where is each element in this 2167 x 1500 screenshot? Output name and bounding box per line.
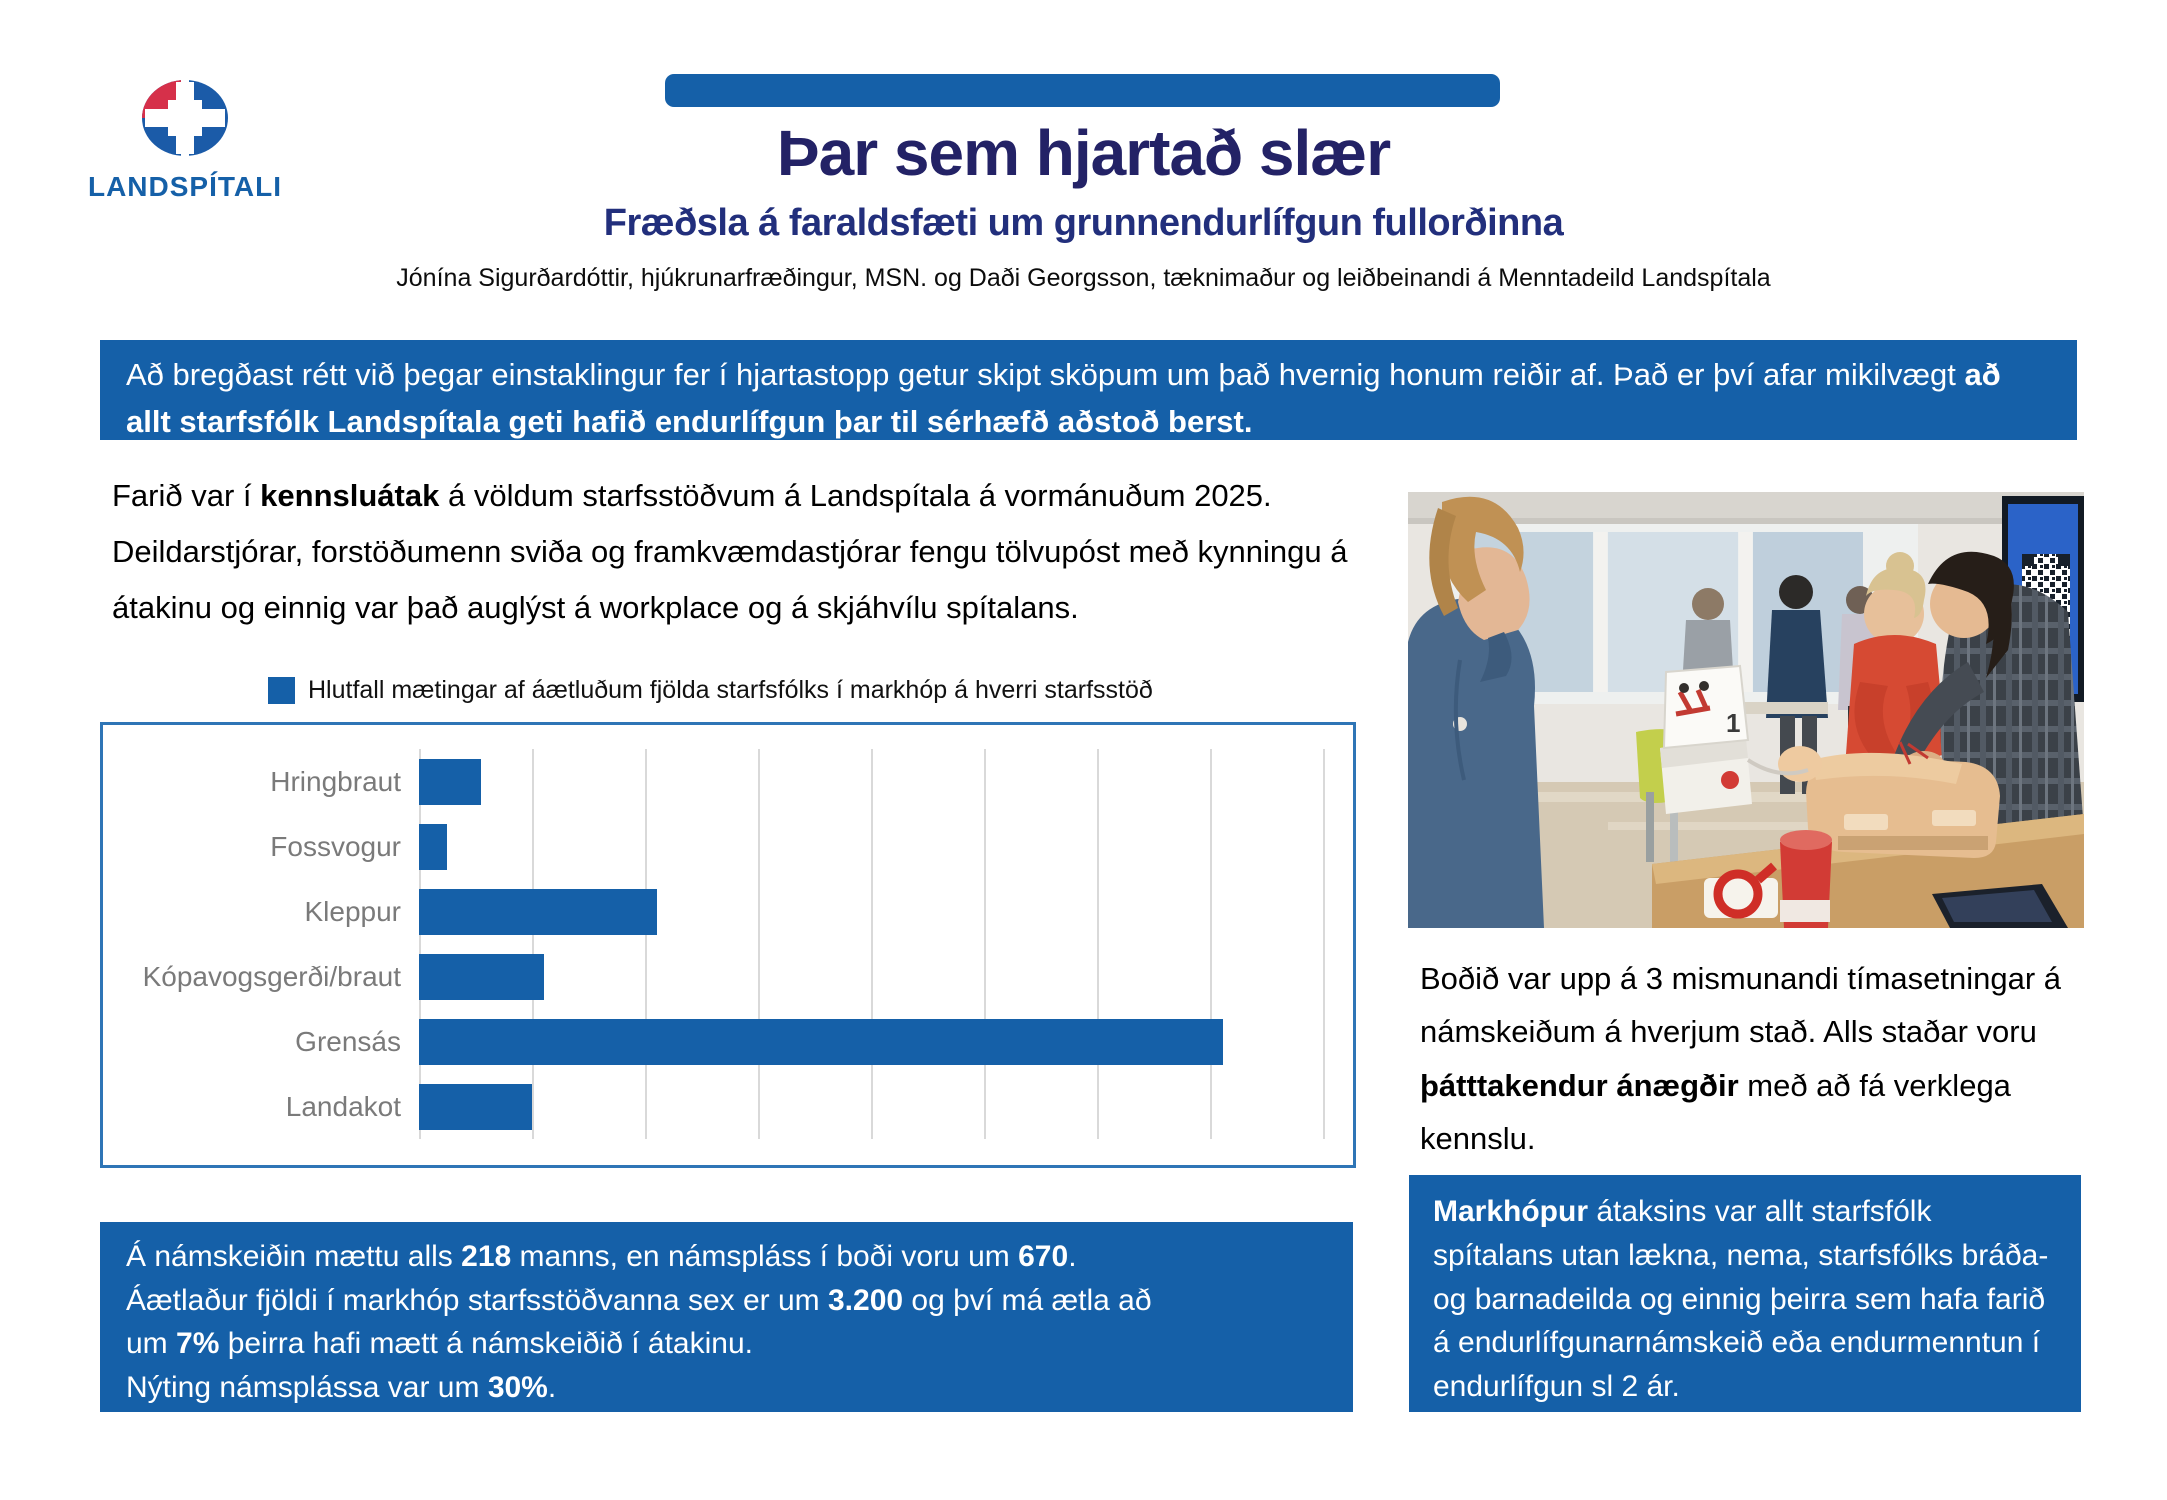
observer-blue-scrubs <box>1408 496 1544 928</box>
stats-line: Nýting námsplássa var um 30%. <box>126 1366 1327 1410</box>
bar <box>419 823 448 870</box>
bold-text: kennsluátak <box>260 478 440 513</box>
category-label: Landakot <box>285 1090 401 1122</box>
legend-swatch-icon <box>268 677 295 704</box>
bar-row <box>419 1074 1325 1139</box>
schedule-note: Boðið var upp á 3 mismunandi tímasetning… <box>1420 952 2078 1165</box>
text: Á námskeiðin mættu alls <box>126 1240 462 1273</box>
text: . <box>1068 1240 1077 1273</box>
category-label: Kópavogsgerði/braut <box>142 960 401 992</box>
cpr-training-illustration: 1 <box>1408 492 2084 928</box>
chart-plot <box>419 749 1325 1139</box>
training-photo: 1 <box>1408 492 2084 928</box>
bold-text: þátttakendur ánægðir <box>1420 1067 1739 1103</box>
bar-row <box>419 879 1325 944</box>
bar <box>419 953 544 1000</box>
bar <box>419 1083 533 1130</box>
text: Boðið var upp á 3 mismunandi tímasetning… <box>1420 961 2062 1050</box>
attendance-stats-box: Á námskeiðin mættu alls 218 manns, en ná… <box>100 1222 1353 1412</box>
bold-text: 7% <box>176 1327 220 1360</box>
header-accent-bar <box>665 74 1500 107</box>
bar-row <box>419 814 1325 879</box>
cpr-manikin <box>1778 741 2000 858</box>
bar-row <box>419 749 1325 814</box>
chart-category-labels: Hringbraut Fossvogur Kleppur Kópavogsgerði/… <box>103 749 419 1139</box>
poster-subtitle: Fræðsla á faraldsfæti um grunnendurlífgu… <box>603 202 1564 244</box>
aed-trainer: 1 <box>1660 664 1809 814</box>
text: manns, en námspláss í boði voru um <box>511 1240 1019 1273</box>
text: þeirra hafi mætt á námskeiðið í átakinu. <box>219 1327 753 1360</box>
text: átaksins var allt starfsfólk spítalans u… <box>1433 1195 2049 1404</box>
text: Áætlaður fjöldi í markhóp starfsstöðvann… <box>126 1283 828 1317</box>
chart-legend: Hlutfall mætingar af áætluðum fjölda sta… <box>268 676 1153 705</box>
bar-row <box>419 944 1325 1009</box>
category-label: Hringbraut <box>270 765 401 797</box>
bold-text: 670 <box>1018 1240 1069 1273</box>
stats-line: Áætlaður fjöldi í markhóp starfsstöðvann… <box>126 1279 1327 1323</box>
landspitali-logo: LANDSPÍTALI <box>70 78 300 203</box>
svg-text:1: 1 <box>1726 708 1740 738</box>
bold-text: 30% <box>487 1370 548 1404</box>
text: . <box>547 1370 557 1404</box>
landspitali-logo-icon <box>142 78 228 158</box>
bold-text: 218 <box>461 1240 512 1273</box>
stats-line: Á námskeiðin mættu alls 218 manns, en ná… <box>126 1235 1327 1279</box>
text: og því má ætla að <box>903 1283 1152 1317</box>
text: Farið var í <box>112 478 261 513</box>
attendance-bar-chart: Hringbraut Fossvogur Kleppur Kópavogsgerði/… <box>100 722 1356 1168</box>
legend-label: Hlutfall mætingar af áætluðum fjölda sta… <box>308 676 1153 704</box>
bar <box>419 888 657 935</box>
logo-wordmark: LANDSPÍTALI <box>87 171 283 202</box>
intro-banner: Að bregðast rétt við þegar einstaklingur… <box>100 340 2077 440</box>
bar <box>419 758 482 805</box>
category-label: Fossvogur <box>270 830 401 862</box>
category-label: Grensás <box>295 1025 401 1057</box>
bold-text: Markhópur <box>1433 1195 1589 1228</box>
text: Að bregðast rétt við þegar einstaklingur… <box>126 357 1965 392</box>
bar <box>419 1018 1224 1065</box>
stats-line: um 7% þeirra hafi mætt á námskeiðið í át… <box>126 1322 1327 1366</box>
text: með að fá verklega kennslu. <box>1420 1067 2011 1156</box>
authors-line: Jónína Sigurðardóttir, hjúkrunarfræðingu… <box>396 264 1771 292</box>
poster-title: Þar sem hjartað slær <box>776 117 1391 189</box>
target-group-box: Markhópur átaksins var allt starfsfólk s… <box>1409 1175 2081 1412</box>
bold-text: að allt starfsfólk Landspítala geti hafi… <box>126 357 2001 440</box>
text: Nýting námsplássa var um <box>126 1370 488 1404</box>
table-props <box>1704 830 2068 928</box>
bar-row <box>419 1009 1325 1074</box>
bold-text: 3.200 <box>827 1283 904 1317</box>
text: um <box>126 1327 177 1360</box>
campaign-paragraph: Farið var í kennsluátak á völdum starfss… <box>112 468 1384 635</box>
text: á völdum starfsstöðvum á Landspítala á v… <box>112 478 1348 625</box>
category-label: Kleppur <box>304 895 401 927</box>
